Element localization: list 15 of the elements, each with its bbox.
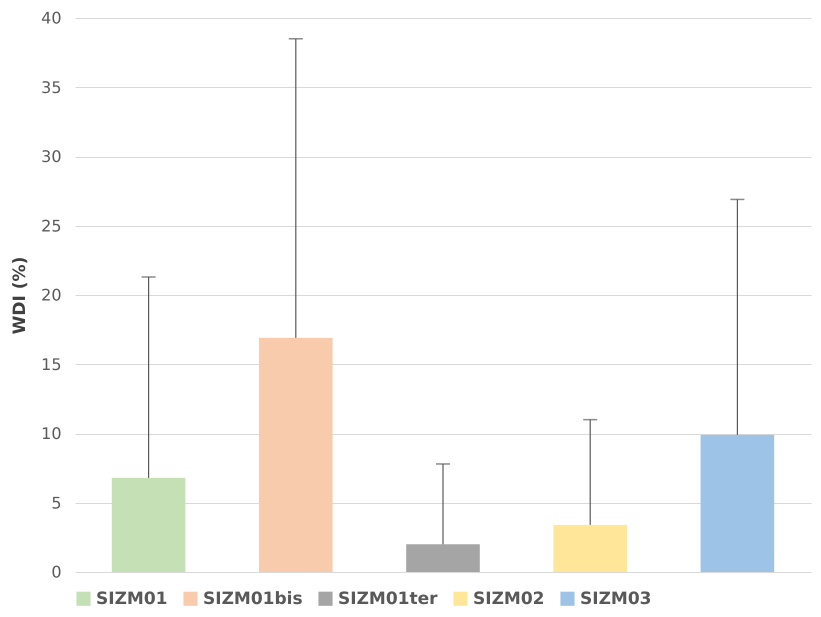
y-axis-title: WDI (%) [10,256,30,334]
legend-label: SIZM03 [580,588,652,609]
legend-label: SIZM01 [96,588,168,609]
legend-label: SIZM01ter [338,588,438,609]
y-tick-label: 35 [41,78,62,97]
y-tick-label: 25 [41,216,62,236]
y-tick-label: 10 [41,424,62,443]
y-tick-label: 0 [51,562,62,582]
y-tick-label: 5 [51,493,62,512]
y-tick-label: 15 [41,354,62,374]
legend-label: SIZM01bis [203,588,303,609]
y-tick-label: 40 [41,8,62,28]
y-tick-label: 30 [41,147,62,166]
legend-label: SIZM02 [473,588,544,609]
y-tick-label: 20 [41,286,62,304]
